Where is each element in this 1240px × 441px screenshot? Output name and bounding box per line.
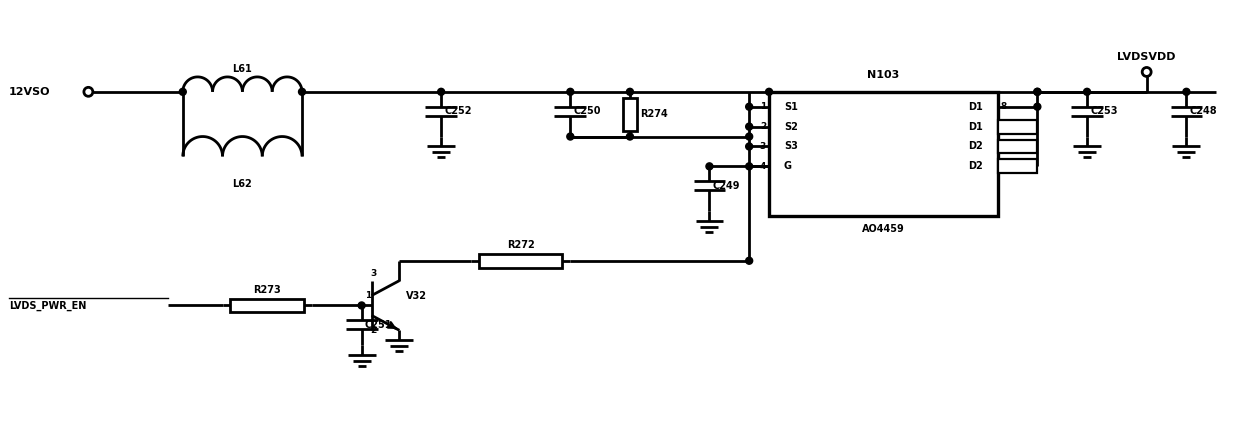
Text: LVDSVDD: LVDSVDD [1117,52,1176,62]
Text: 3: 3 [760,142,766,151]
Text: C249: C249 [713,181,740,191]
Text: S3: S3 [784,142,797,151]
Text: V32: V32 [407,291,428,300]
Bar [998,159,1038,173]
Circle shape [745,133,753,140]
Text: 1: 1 [365,292,371,300]
Text: R274: R274 [640,109,667,119]
Circle shape [706,163,713,170]
Circle shape [745,123,753,130]
Circle shape [1183,88,1190,95]
Text: C252: C252 [444,106,471,116]
Text: 1: 1 [760,102,766,111]
Circle shape [745,103,753,110]
Circle shape [567,88,574,95]
Text: C248: C248 [1189,106,1216,116]
Circle shape [765,88,773,95]
Circle shape [626,133,634,140]
Circle shape [745,257,753,264]
Circle shape [567,133,574,140]
Circle shape [358,302,365,309]
Text: 4: 4 [760,162,766,171]
Text: C250: C250 [573,106,601,116]
Text: 12VSO: 12VSO [9,87,51,97]
Text: S2: S2 [784,122,797,131]
Text: 3: 3 [371,269,377,278]
Circle shape [1034,88,1040,95]
Text: AO4459: AO4459 [862,224,905,234]
Text: D2: D2 [968,142,983,151]
Text: D2: D2 [968,161,983,172]
Circle shape [1034,103,1040,110]
Text: 2: 2 [760,122,766,131]
Bar [479,254,563,268]
Bar [231,299,304,312]
Bar [622,98,637,131]
Circle shape [745,163,753,170]
Text: LVDS_PWR_EN: LVDS_PWR_EN [9,300,87,310]
Bar [998,139,1038,153]
Text: 8: 8 [1001,102,1007,111]
Circle shape [438,88,445,95]
Text: L62: L62 [233,179,252,189]
Text: N103: N103 [867,70,899,80]
Circle shape [1084,88,1090,95]
Text: 2: 2 [371,326,377,335]
Text: R272: R272 [507,240,534,250]
Circle shape [745,143,753,150]
Text: G: G [784,161,792,172]
Circle shape [180,88,186,95]
Bar [769,92,998,216]
Text: C251: C251 [365,320,392,330]
Text: D1: D1 [968,122,983,131]
Bar [998,120,1038,134]
Circle shape [299,88,305,95]
Text: R273: R273 [253,284,281,295]
Text: C253: C253 [1090,106,1117,116]
Text: S1: S1 [784,102,797,112]
Text: L61: L61 [233,64,252,74]
Circle shape [1034,88,1040,95]
Text: 5: 5 [1001,162,1007,171]
Circle shape [626,88,634,95]
Text: D1: D1 [968,102,983,112]
Text: 6: 6 [1001,142,1007,151]
Text: 7: 7 [1001,122,1007,131]
